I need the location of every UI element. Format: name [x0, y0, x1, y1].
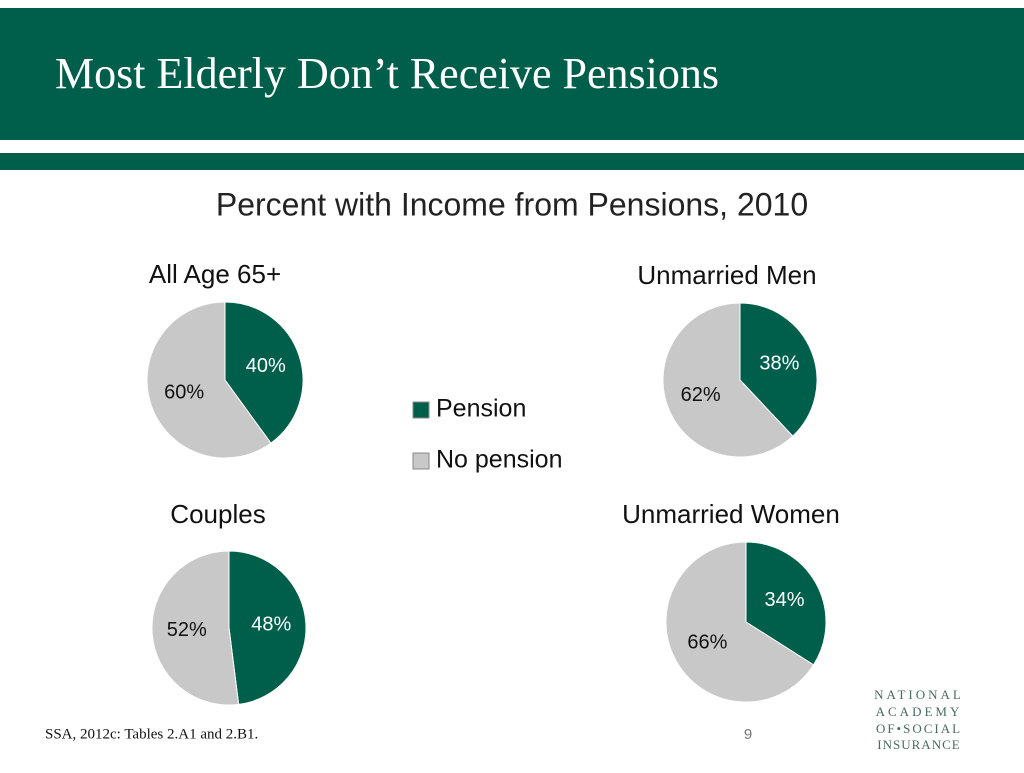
data-label: 52% — [167, 619, 207, 641]
legend-swatch — [412, 452, 430, 470]
header-strip — [0, 153, 1024, 170]
slide-title: Most Elderly Don’t Receive Pensions — [55, 49, 719, 98]
source: SSA, 2012c: Tables 2.A1 and 2.B1. — [45, 726, 258, 742]
data-label: 34% — [765, 589, 805, 611]
data-label: 40% — [246, 355, 286, 377]
data-label: 62% — [681, 384, 721, 406]
pie-slice — [146, 301, 272, 459]
legend-label: No pension — [436, 446, 562, 474]
data-label: 48% — [251, 614, 291, 636]
pie-slice — [665, 541, 815, 703]
pie-title: Unmarried Men — [637, 260, 816, 290]
pie-title: All Age 65+ — [149, 259, 281, 289]
data-label: 38% — [759, 353, 799, 375]
pie-slice — [224, 301, 304, 444]
logo-line: OF•SOCIAL — [876, 721, 962, 736]
logo-line: ACADEMY — [876, 704, 963, 719]
pie-slice — [739, 302, 818, 437]
legend-swatch — [412, 401, 430, 419]
pie-title: Unmarried Women — [622, 499, 840, 529]
header-band — [0, 8, 1024, 140]
subtitle: Percent with Income from Pensions, 2010 — [216, 186, 808, 222]
legend-label: Pension — [436, 395, 526, 423]
pie-slice — [151, 550, 240, 706]
pie-title: Couples — [170, 499, 265, 529]
data-label: 66% — [687, 631, 727, 653]
logo-line: INSURANCE — [877, 737, 960, 752]
pie-slice — [662, 302, 794, 458]
page-number: 9 — [744, 726, 752, 743]
logo-line: NATIONAL — [874, 687, 964, 702]
pie-slice — [228, 550, 307, 705]
data-label: 60% — [164, 382, 204, 404]
